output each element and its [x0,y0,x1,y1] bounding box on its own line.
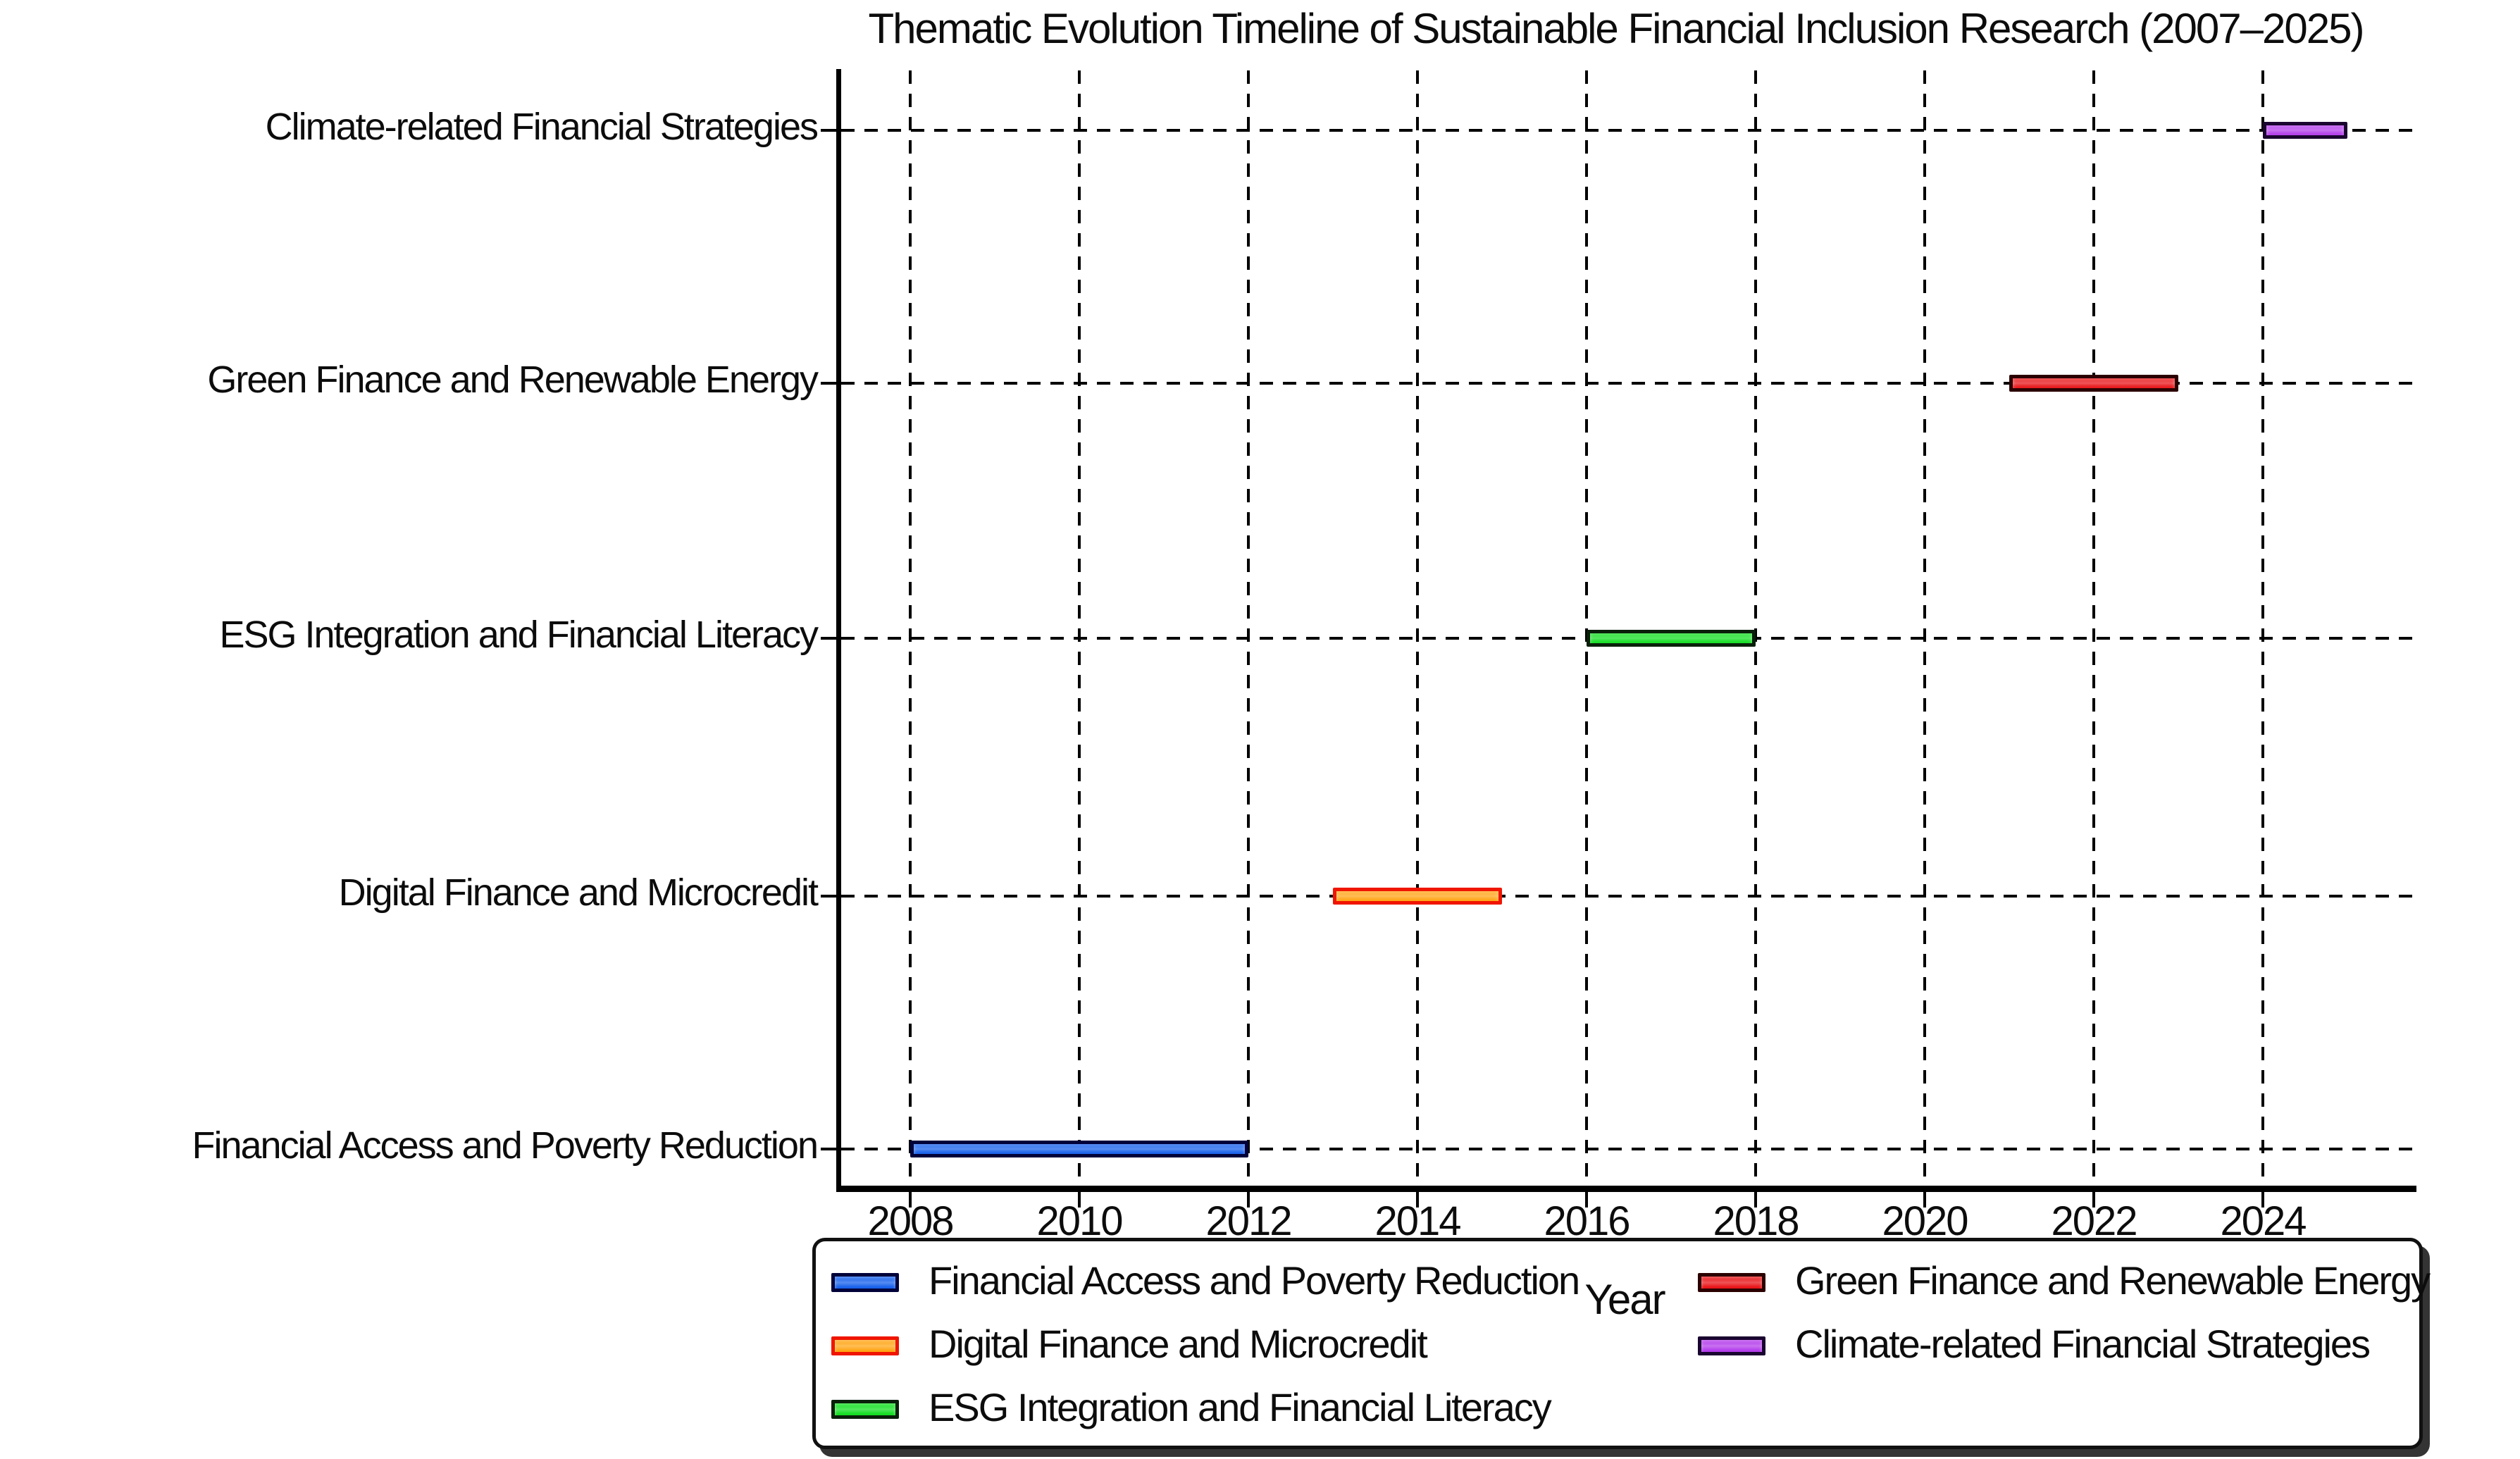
x-tick-label: 2020 [1882,1198,1968,1244]
y-tick-mark [821,895,836,898]
y-tick-label: Climate-related Financial Strategies [265,106,819,148]
y-tick-label: Digital Finance and Microcredit [338,871,819,914]
y-tick-mark [821,1148,836,1150]
h-gridline [841,895,2414,898]
x-tick-label: 2010 [1036,1198,1123,1244]
timeline-bar [2263,122,2347,139]
x-tick-mark [2261,1192,2264,1207]
x-tick-mark [1585,1192,1588,1207]
legend-label: ESG Integration and Financial Literacy [929,1385,1552,1429]
v-gridline [2261,70,2264,1187]
x-tick-mark [1923,1192,1926,1207]
y-axis-spine [836,69,841,1191]
legend-swatch [1698,1273,1765,1292]
h-gridline [841,129,2414,132]
timeline-bar [2009,375,2178,392]
legend-swatch [831,1273,899,1292]
x-tick-label: 2014 [1374,1198,1461,1244]
v-gridline [2092,70,2095,1187]
legend-swatch [831,1400,899,1419]
legend-swatch [831,1336,899,1355]
legend-label: Financial Access and Poverty Reduction [929,1258,1580,1303]
v-gridline [1247,70,1250,1187]
x-tick-mark [1247,1192,1250,1207]
y-tick-label: Green Finance and Renewable Energy [207,359,819,401]
x-tick-label: 2012 [1205,1198,1292,1244]
v-gridline [1416,70,1419,1187]
y-tick-mark [821,382,836,385]
v-gridline [1754,70,1757,1187]
timeline-bar [1587,630,1756,647]
v-gridline [1078,70,1081,1187]
y-tick-label: ESG Integration and Financial Literacy [219,614,819,656]
y-tick-label: Financial Access and Poverty Reduction [192,1124,819,1167]
x-tick-label: 2022 [2051,1198,2137,1244]
x-tick-mark [909,1192,912,1207]
y-tick-mark [821,637,836,640]
legend-box: Financial Access and Poverty Reduction Di… [812,1238,2431,1449]
legend-label: Green Finance and Renewable Energy [1795,1258,2431,1303]
timeline-bar [910,1141,1248,1157]
chart-title: Thematic Evolution Timeline of Sustainab… [868,5,2365,52]
h-gridline [841,382,2414,385]
x-axis-title: Year [1584,1276,1665,1323]
legend-label: Digital Finance and Microcredit [929,1322,1428,1366]
x-axis-spine [836,1186,2416,1192]
y-tick-mark [821,129,836,132]
v-gridline [909,70,912,1187]
timeline-bar [1333,888,1502,905]
x-tick-mark [2092,1192,2095,1207]
x-tick-label: 2008 [867,1198,954,1244]
legend-swatch [1698,1336,1765,1355]
x-tick-mark [1754,1192,1757,1207]
v-gridline [1585,70,1588,1187]
x-tick-mark [1416,1192,1419,1207]
h-gridline [841,1148,2414,1150]
x-tick-label: 2024 [2220,1198,2307,1244]
legend-label: Climate-related Financial Strategies [1795,1322,2371,1366]
x-tick-label: 2016 [1544,1198,1630,1244]
x-tick-label: 2018 [1713,1198,1799,1244]
v-gridline [1923,70,1926,1187]
x-tick-mark [1078,1192,1081,1207]
